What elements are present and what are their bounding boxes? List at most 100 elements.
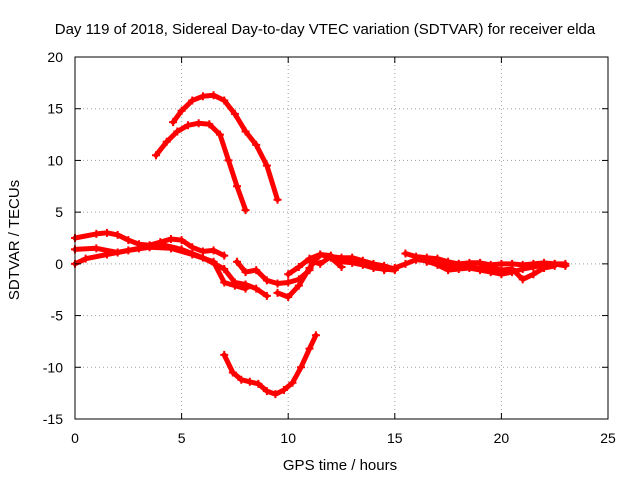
data-point-mid-d [348, 253, 357, 262]
x-tick-label: 20 [494, 430, 510, 446]
data-point-cluster-b [262, 291, 271, 300]
data-point-mid-d [337, 253, 346, 262]
x-tick-label: 0 [71, 430, 79, 446]
data-point-right-c [422, 257, 431, 266]
data-point-cluster-c [81, 254, 90, 263]
data-point-arc-low-dip [220, 350, 229, 359]
data-point-right-b [518, 260, 527, 269]
data-point-right-c [518, 275, 527, 284]
axis-ticks: 0 5 10 15 20 25 -15 -10 -5 0 5 10 15 20 [43, 49, 616, 446]
data-point-arc-high-upper [241, 127, 250, 136]
data-point-arc-low-dip [311, 331, 320, 340]
chart-title: Day 119 of 2018, Sidereal Day-to-day VTE… [55, 21, 596, 38]
y-tick-label: 5 [55, 204, 63, 220]
plot-frame [74, 56, 609, 420]
data-point-cluster-a [113, 230, 122, 239]
data-point-mid-d [305, 256, 314, 265]
data-point-mid-a [252, 266, 261, 275]
data-point-right-c [508, 265, 517, 274]
data-point-arc-high-upper [209, 91, 218, 100]
series-line-arc-high-lower [153, 120, 249, 213]
data-point-mid-b [284, 292, 293, 301]
data-point-cluster-c [102, 250, 111, 259]
data-point-mid-b [305, 263, 314, 272]
data-point-arc-high-lower [183, 121, 192, 130]
data-point-right-c [529, 270, 538, 279]
data-point-arc-high-lower [224, 156, 233, 165]
data-point-arc-low-dip [237, 375, 246, 384]
data-point-mid-b [294, 281, 303, 290]
data-point-right-c [550, 261, 559, 270]
data-point-right-b [529, 259, 538, 268]
data-point-arc-high-upper [177, 106, 186, 115]
series-line-right-b [403, 251, 568, 269]
data-point-arc-low-dip [245, 377, 254, 386]
data-point-cluster-a [166, 235, 175, 244]
y-axis-label: SDTVAR / TECUs [6, 180, 23, 300]
data-point-arc-low-dip [305, 344, 314, 353]
data-point-arc-high-upper [230, 109, 239, 118]
data-point-right-a [380, 266, 389, 275]
data-point-cluster-b [252, 284, 261, 293]
y-tick-label: 20 [47, 49, 63, 65]
data-point-cluster-b [92, 244, 101, 253]
data-point-cluster-a [220, 251, 229, 260]
x-tick-label: 5 [178, 430, 186, 446]
data-point-right-c [433, 259, 442, 268]
data-point-cluster-c [220, 278, 229, 287]
data-point-cluster-c [230, 281, 239, 290]
x-tick-label: 10 [280, 430, 296, 446]
data-point-arc-high-lower [162, 137, 171, 146]
data-series [71, 91, 570, 399]
data-point-right-b [412, 252, 421, 261]
data-point-arc-high-lower [194, 119, 203, 128]
data-point-arc-low-dip [279, 386, 288, 395]
data-point-cluster-a [92, 229, 101, 238]
data-point-cluster-a [209, 246, 218, 255]
data-point-cluster-a [188, 243, 197, 252]
data-point-cluster-a [177, 236, 186, 245]
data-point-right-c [540, 263, 549, 272]
data-point-mid-a [241, 268, 250, 277]
data-point-right-c [465, 262, 474, 271]
data-point-arc-high-upper [220, 96, 229, 105]
data-point-mid-c [294, 262, 303, 271]
data-point-arc-high-lower [241, 206, 250, 215]
x-tick-label: 15 [387, 430, 403, 446]
data-point-arc-high-upper [252, 140, 261, 149]
data-point-mid-b [273, 288, 282, 297]
data-point-mid-d [316, 259, 325, 268]
y-tick-label: 15 [47, 101, 63, 117]
data-point-mid-d [369, 259, 378, 268]
data-point-arc-low-dip [288, 378, 297, 387]
data-point-mid-d [358, 256, 367, 265]
y-tick-label: -5 [51, 308, 64, 324]
data-point-arc-high-lower [215, 130, 224, 139]
data-point-right-c [454, 259, 463, 268]
data-point-right-b [561, 261, 570, 270]
data-point-arc-low-dip [296, 363, 305, 372]
data-point-cluster-b [220, 265, 229, 274]
data-point-mid-a [284, 278, 293, 287]
data-point-cluster-c [188, 250, 197, 259]
data-point-cluster-a [102, 228, 111, 237]
data-point-cluster-c [124, 246, 133, 255]
y-tick-label: 0 [55, 256, 63, 272]
data-point-cluster-c [166, 244, 175, 253]
data-point-arc-high-lower [205, 120, 214, 129]
data-point-arc-high-upper [198, 92, 207, 101]
y-tick-label: 10 [47, 152, 63, 168]
data-point-right-a [401, 259, 410, 268]
data-point-arc-low-dip [262, 387, 271, 396]
data-point-cluster-a [124, 236, 133, 245]
data-point-arc-high-upper [273, 195, 282, 204]
y-tick-label: -15 [43, 411, 63, 427]
data-point-right-c [497, 266, 506, 275]
data-point-arc-low-dip [228, 368, 237, 377]
data-point-right-b [401, 249, 410, 258]
data-point-right-c [444, 261, 453, 270]
data-point-mid-c [316, 250, 325, 259]
data-point-right-a [390, 263, 399, 272]
data-point-arc-high-lower [233, 182, 242, 191]
